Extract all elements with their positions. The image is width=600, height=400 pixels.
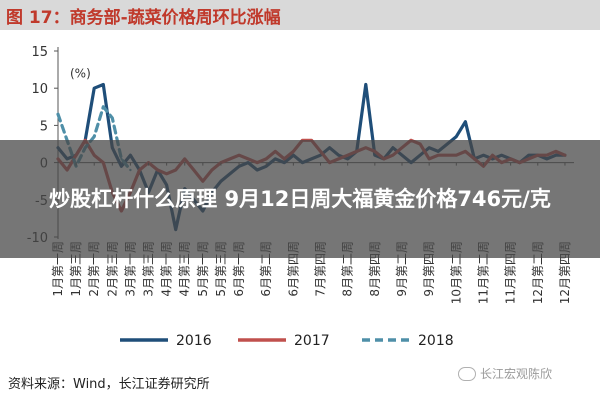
legend: 2016 2017 2018 <box>120 333 454 349</box>
y-tick-label: 5 <box>40 119 48 134</box>
source-note: 资料来源：Wind，长江证券研究所 <box>8 377 210 392</box>
legend-label-2016: 2016 <box>176 333 212 349</box>
data-point-2016 <box>464 120 467 123</box>
data-point-2016 <box>93 87 96 90</box>
data-point-2018 <box>93 135 96 138</box>
data-point-2018 <box>56 113 60 116</box>
data-point-2018 <box>111 116 114 120</box>
data-point-2016 <box>364 83 367 86</box>
title-bar: 图 17：商务部-蔬菜价格周环比涨幅 <box>0 0 600 30</box>
chart-title: 图 17：商务部-蔬菜价格周环比涨幅 <box>6 8 281 28</box>
unit-label: (%) <box>70 66 91 80</box>
watermark: 长江宏观陈欣 <box>458 365 552 382</box>
legend-label-2018: 2018 <box>418 333 454 349</box>
data-point-2016 <box>102 83 105 86</box>
headline-text: 炒股杠杆什么原理 9月12日周大福黄金价格746元/克 <box>49 187 551 211</box>
wechat-icon <box>458 366 476 381</box>
y-tick-label: 15 <box>31 45 48 60</box>
headline-banner: 炒股杠杆什么原理 9月12日周大福黄金价格746元/克 <box>0 140 600 258</box>
watermark-text: 长江宏观陈欣 <box>480 367 553 381</box>
data-point-2018 <box>102 105 105 109</box>
data-point-2016 <box>455 135 458 138</box>
legend-label-2017: 2017 <box>294 333 330 349</box>
y-tick-label: 10 <box>31 82 48 97</box>
